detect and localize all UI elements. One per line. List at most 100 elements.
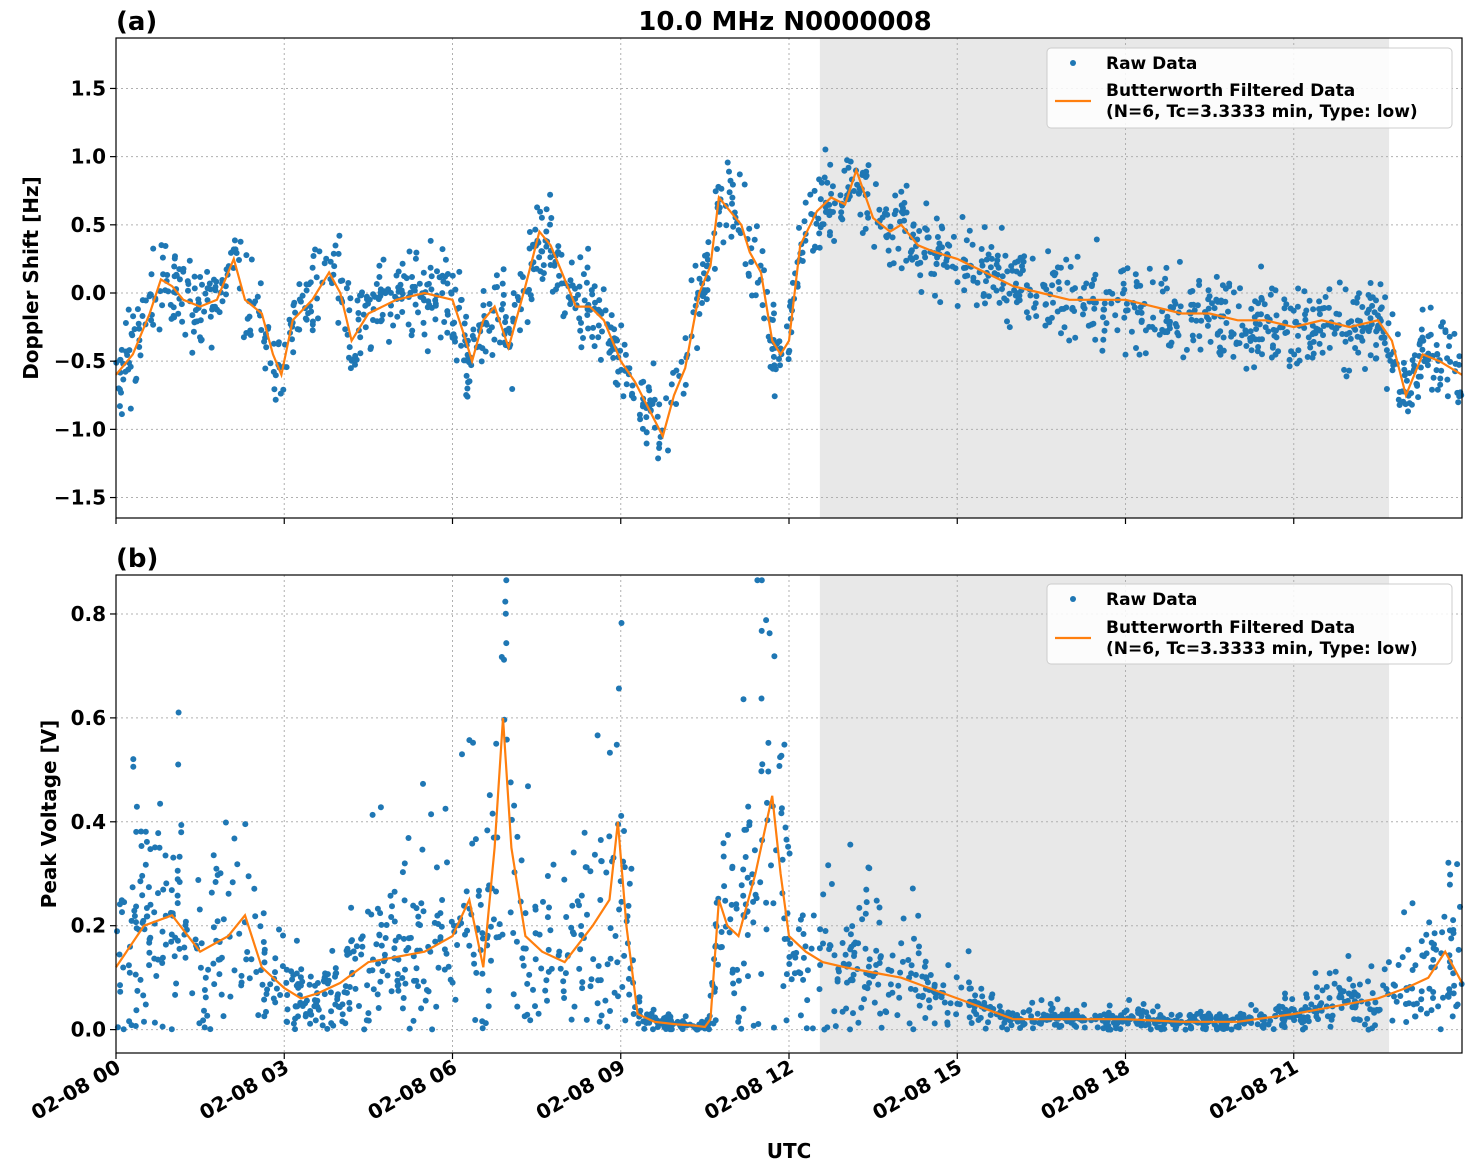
panel-b-raw-point xyxy=(650,1006,657,1013)
panel-b-raw-point xyxy=(459,751,465,758)
panel-a-raw-point xyxy=(1101,327,1108,334)
panel-a-raw-point xyxy=(209,303,216,310)
panel-a-raw-point xyxy=(1326,286,1333,293)
panel-a-raw-point xyxy=(332,242,339,249)
panel-a-raw-point xyxy=(1001,295,1008,302)
panel-a-raw-point xyxy=(924,234,931,241)
panel-a-raw-point xyxy=(162,243,169,249)
panel-a-raw-point xyxy=(1417,364,1424,371)
panel-a-raw-point xyxy=(479,345,486,352)
panel-b-raw-point xyxy=(261,946,268,953)
panel-a-raw-point xyxy=(928,270,935,277)
panel-b-raw-point xyxy=(1168,1011,1175,1018)
panel-a-raw-point xyxy=(1438,323,1445,330)
panel-b-raw-point xyxy=(875,981,882,988)
panel-b-raw-point xyxy=(1126,997,1133,1003)
panel-a-raw-point xyxy=(583,279,590,286)
panel-b-raw-point xyxy=(1383,986,1390,992)
panel-a-raw-point xyxy=(1256,336,1263,343)
panel-a-raw-point xyxy=(1433,367,1440,374)
panel-b-raw-point xyxy=(1314,994,1321,1001)
panel-a-raw-point xyxy=(703,263,710,270)
panel-a-raw-point xyxy=(412,255,419,262)
panel-a-raw-point xyxy=(838,214,844,221)
panel-a-raw-point xyxy=(637,416,644,423)
panel-a-raw-point xyxy=(1446,343,1452,350)
panel-b-raw-point xyxy=(847,841,854,848)
panel-a-raw-point xyxy=(219,298,226,305)
panel-b-raw-point xyxy=(568,924,575,931)
panel-a-raw-point xyxy=(1090,320,1097,327)
panel-a-raw-point xyxy=(916,228,923,234)
panel-b-raw-point xyxy=(1201,1023,1208,1030)
panel-b-raw-point xyxy=(603,869,610,876)
panel-a-raw-point xyxy=(1239,332,1245,339)
panel-b-raw-point xyxy=(1005,1009,1012,1016)
panel-b-raw-point xyxy=(873,962,880,968)
panel-b-raw-point xyxy=(1312,970,1319,976)
panel-b-raw-point xyxy=(1365,978,1371,985)
panel-a-raw-point xyxy=(307,279,314,286)
panel-a-raw-point xyxy=(263,344,270,351)
panel-a-raw-point xyxy=(1396,389,1403,395)
panel-a-raw-point xyxy=(900,205,906,212)
panel-b-raw-point xyxy=(283,979,290,986)
panel-b-raw-point xyxy=(510,991,517,998)
panel-b-raw-point xyxy=(162,941,169,948)
panel-b-raw-point xyxy=(571,1003,578,1010)
panel-b-raw-scatter xyxy=(114,577,1465,1033)
panel-b-raw-point xyxy=(139,872,146,879)
panel-b-raw-point xyxy=(1282,990,1288,997)
panel-a-raw-point xyxy=(822,146,829,153)
panel-a-raw-point xyxy=(1067,263,1074,270)
panel-b-raw-point xyxy=(399,975,406,981)
panel-b-raw-point xyxy=(182,918,189,925)
panel-a-raw-point xyxy=(1430,374,1437,381)
panel-a-raw-point xyxy=(393,272,400,279)
panel-a-raw-point xyxy=(432,302,439,309)
panel-a-raw-point xyxy=(1433,342,1440,348)
panel-b-raw-point xyxy=(849,923,856,930)
panel-a-raw-point xyxy=(913,254,919,261)
panel-a-raw-point xyxy=(1292,319,1299,326)
panel-b-raw-point xyxy=(261,996,268,1003)
panel-b-raw-point xyxy=(597,897,604,903)
panel-b-raw-point xyxy=(598,1012,605,1019)
panel-a-raw-point xyxy=(1225,308,1231,315)
panel-b-raw-point xyxy=(650,1026,656,1033)
panel-a-raw-point xyxy=(895,245,902,252)
panel-a-raw-point xyxy=(714,246,720,252)
panel-b-raw-point xyxy=(1385,959,1392,966)
panel-b-raw-point xyxy=(787,940,794,947)
panel-b-raw-point xyxy=(490,916,497,923)
panel-b-raw-point xyxy=(168,1026,175,1033)
panel-b-label: (b) xyxy=(116,544,158,574)
panel-a-raw-point xyxy=(406,248,413,255)
panel-b-raw-point xyxy=(840,960,847,967)
panel-b-raw-point xyxy=(1100,1025,1107,1032)
panel-a-raw-point xyxy=(428,273,435,280)
panel-b-raw-point xyxy=(625,902,632,909)
panel-a-raw-point xyxy=(1120,280,1127,287)
panel-a-raw-point xyxy=(262,334,269,341)
panel-a-raw-point xyxy=(983,256,990,263)
panel-a-raw-point xyxy=(595,322,602,329)
panel-a-raw-point xyxy=(720,239,727,246)
panel-b-raw-point xyxy=(820,891,827,898)
panel-b-raw-point xyxy=(284,992,291,998)
panel-b-raw-point xyxy=(387,892,394,899)
panel-b-raw-point xyxy=(800,931,807,937)
panel-b-raw-point xyxy=(847,1026,853,1033)
panel-a-raw-point xyxy=(399,309,406,315)
panel-a-raw-point xyxy=(799,258,806,264)
panel-b-raw-point xyxy=(201,1007,207,1014)
panel-b-raw-point xyxy=(159,1023,166,1030)
panel-b-raw-point xyxy=(329,947,336,954)
panel-b-raw-point xyxy=(365,908,371,915)
panel-a-raw-point xyxy=(494,284,500,290)
panel-a-raw-point xyxy=(171,273,178,280)
panel-a-raw-point xyxy=(1122,351,1129,358)
panel-b-raw-point xyxy=(786,961,793,967)
panel-a-raw-point xyxy=(966,227,973,234)
panel-a-raw-point xyxy=(212,283,219,290)
